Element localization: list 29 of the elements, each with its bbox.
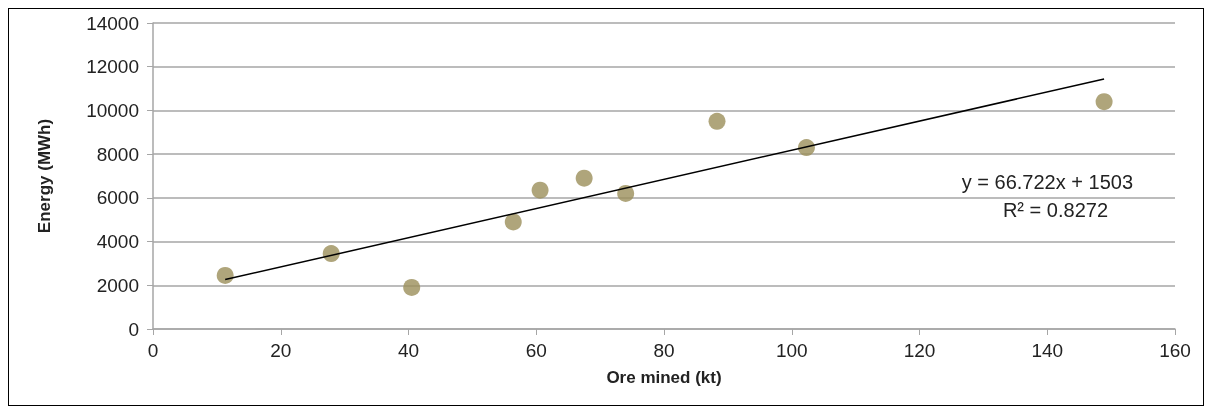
x-tick-label: 100 [775,340,808,361]
point [575,169,593,187]
y-tick-label: 6000 [96,187,139,209]
y-tick-label: 2000 [96,274,139,296]
x-tick-label: 120 [903,340,936,361]
x-axis-title: Ore mined (kt) [606,368,722,387]
point [216,266,234,284]
x-tick-label: 160 [1159,340,1191,361]
x-tick-label: 40 [397,340,420,361]
point [531,181,549,199]
y-tick-label: 10000 [86,99,139,121]
x-tick-label: 80 [653,340,675,361]
y-axis-title: Energy (MWh) [35,118,54,234]
x-tick-label: 0 [147,340,159,361]
point [1095,93,1113,111]
y-tick-label: 8000 [96,143,139,165]
point [403,278,421,296]
y-tick-label: 0 [128,318,139,340]
x-tick-label: 60 [525,340,547,361]
x-tick-label: 20 [270,340,292,361]
point [708,112,726,130]
point [504,213,522,231]
point [617,184,635,202]
annotation: R² = 0.8272 [1002,199,1109,221]
y-tick-label: 14000 [86,12,139,34]
y-tick-label: 12000 [86,56,139,78]
x-tick-label: 140 [1031,340,1064,361]
annotation: y = 66.722x + 1503 [961,171,1133,193]
y-tick-label: 4000 [96,231,139,253]
